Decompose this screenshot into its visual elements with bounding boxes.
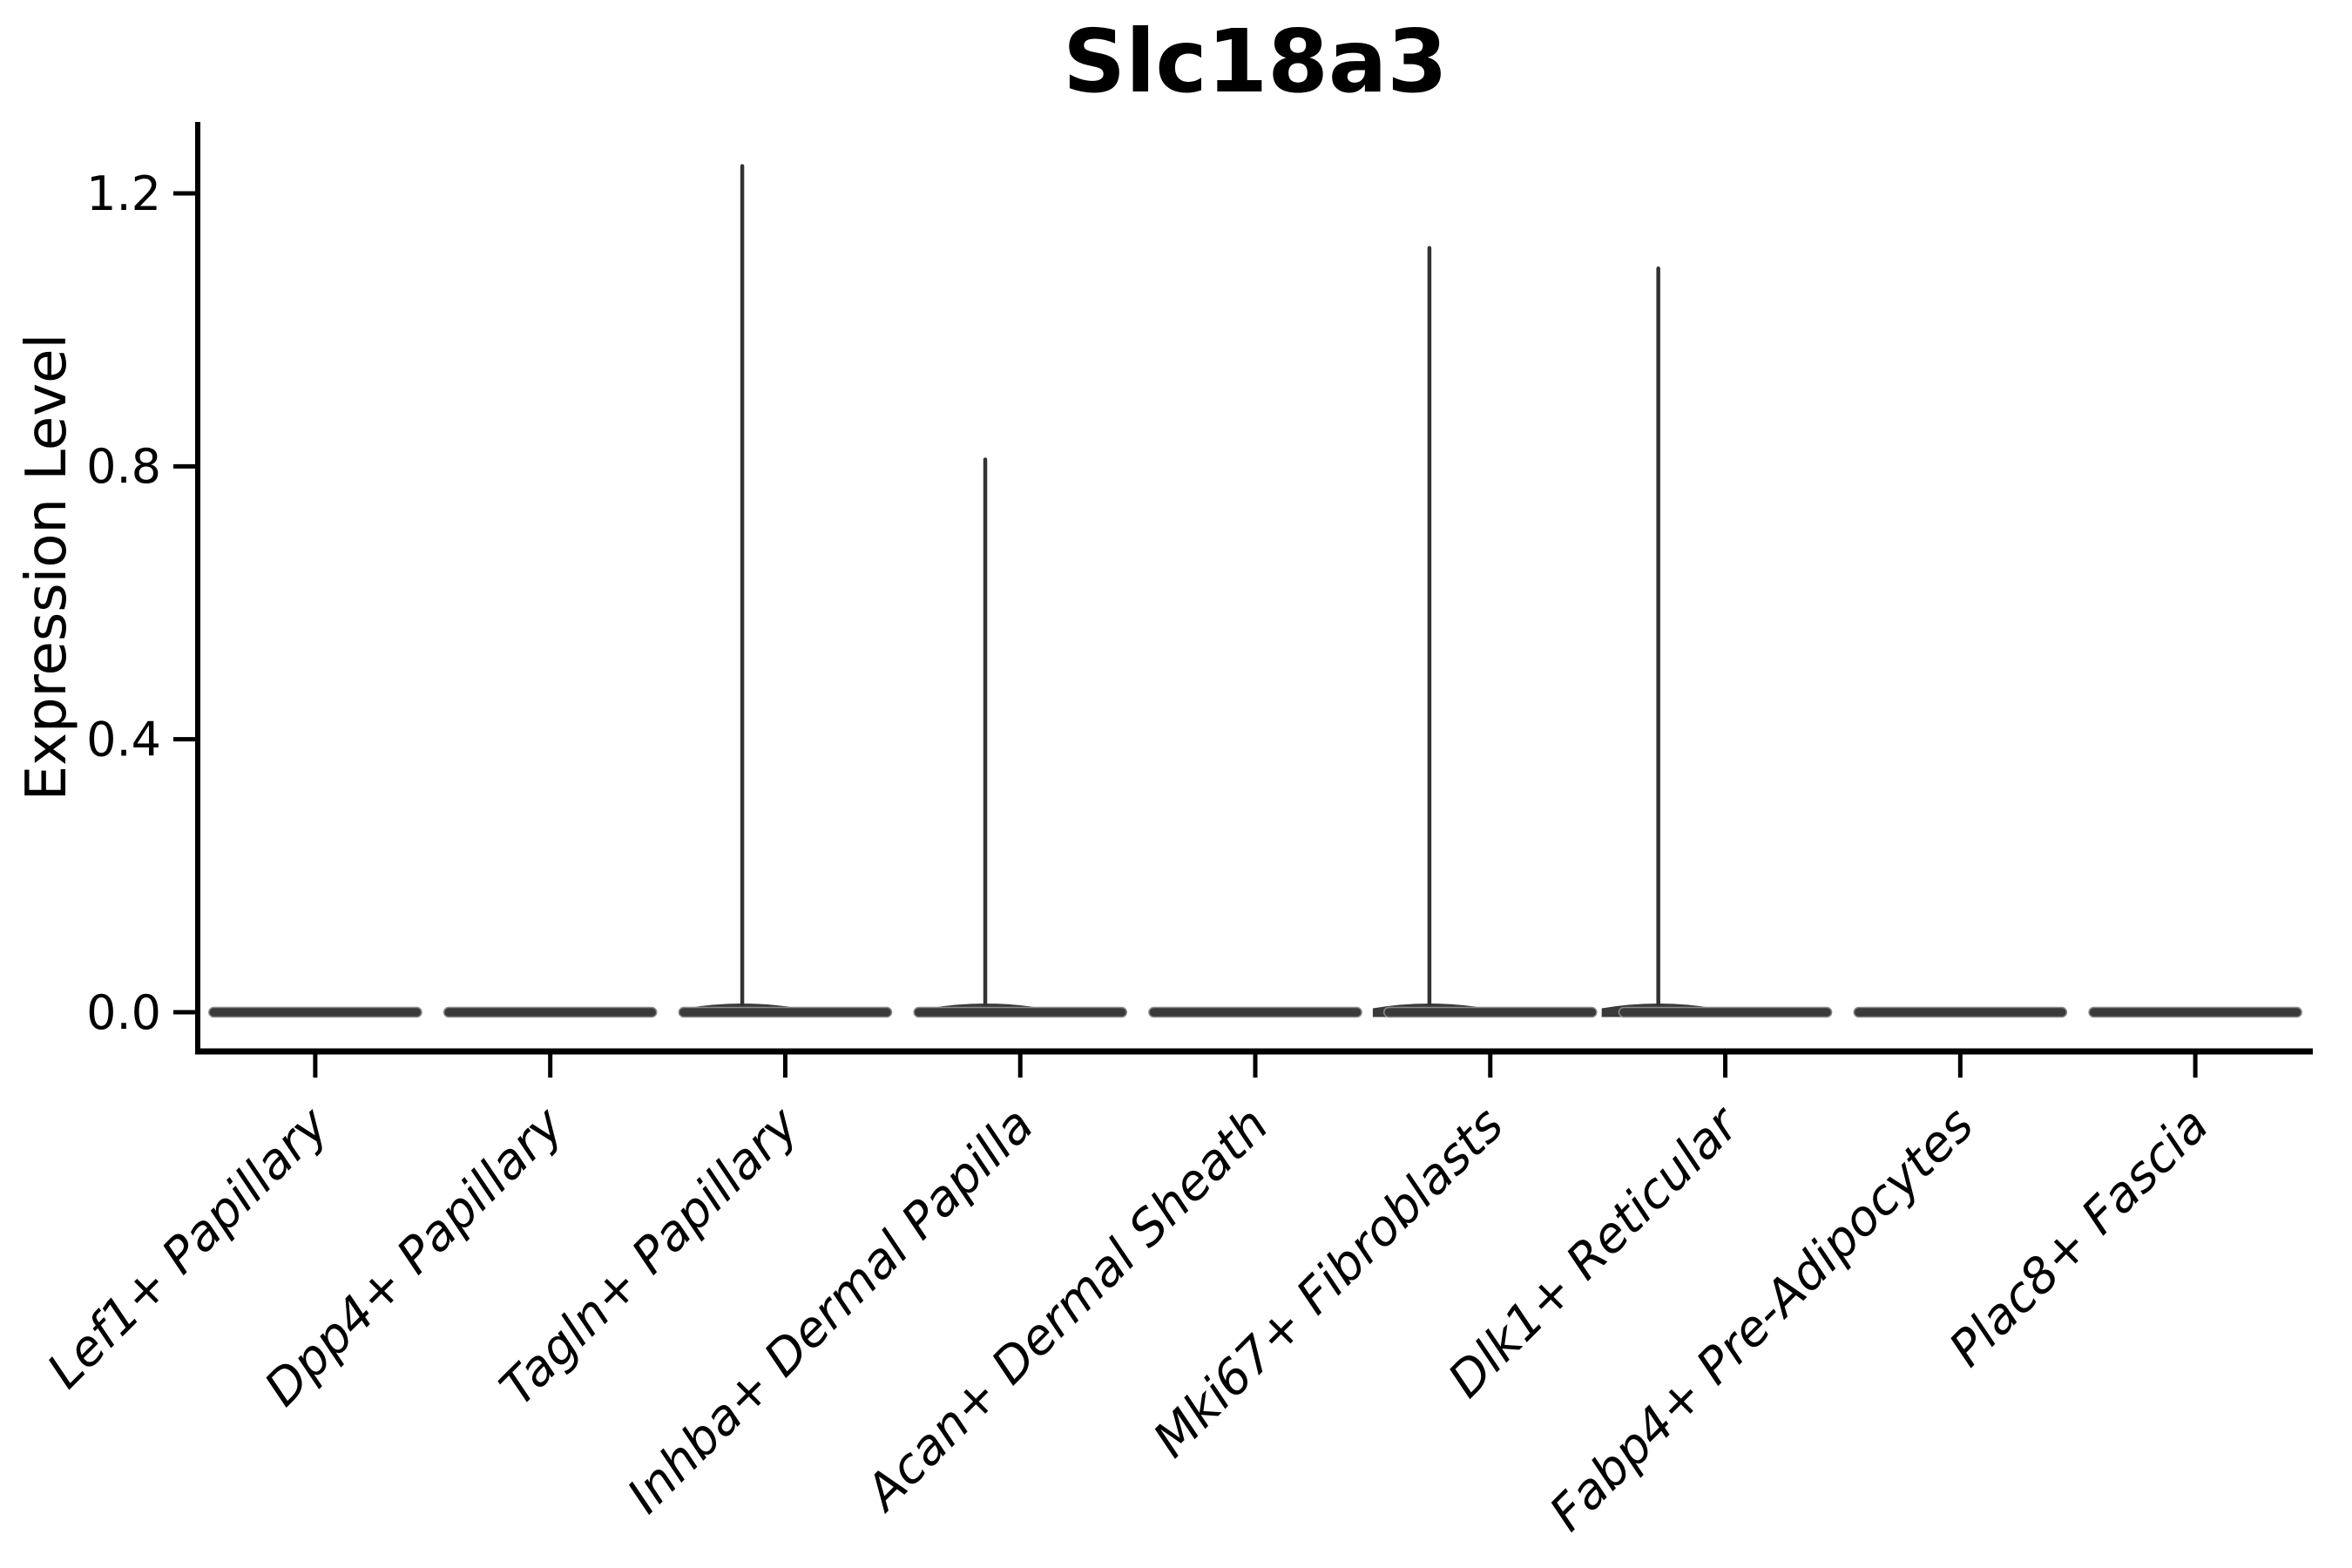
violin-body	[913, 1006, 1128, 1018]
violin-body	[208, 1006, 422, 1018]
violin-body	[1382, 1006, 1598, 1018]
y-tick-label: 1.2	[86, 166, 161, 221]
violin-body	[1618, 1006, 1833, 1018]
violin-body	[2088, 1006, 2302, 1018]
y-tick-label: 0.4	[86, 713, 161, 767]
y-axis-label: Expression Level	[15, 334, 79, 801]
violin-body	[443, 1006, 658, 1018]
y-tick-label: 0.0	[86, 985, 161, 1040]
violin-body	[1148, 1006, 1362, 1018]
violin-body	[678, 1006, 893, 1018]
chart-title: Slc18a3	[1063, 10, 1448, 112]
y-tick-label: 0.8	[86, 439, 161, 494]
violin-body	[1853, 1006, 2068, 1018]
